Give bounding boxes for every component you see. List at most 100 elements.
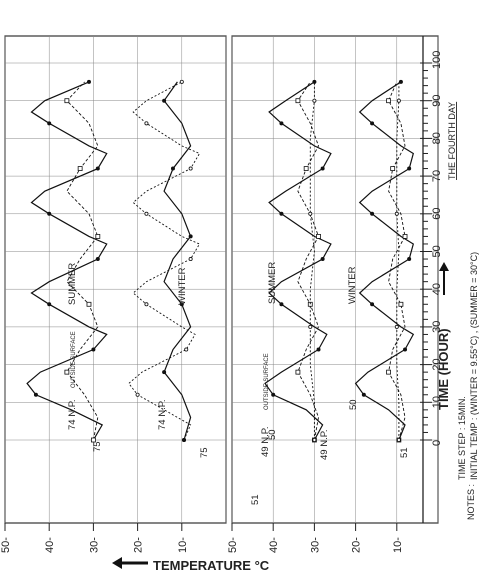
bottom-np-winter-label: 49 N.P. bbox=[319, 430, 330, 460]
time-axis-ticks: 0 10 20 30 40 50 60 70 80 90 100 bbox=[420, 51, 443, 446]
series-top-point-0-15 bbox=[47, 211, 52, 216]
series-bot-point-2-9 bbox=[312, 98, 317, 103]
series-bot-point-3-15 bbox=[370, 211, 375, 216]
series-bot-point-0-9 bbox=[279, 302, 284, 307]
top-panel-frame bbox=[4, 35, 227, 524]
temp-tick-group-0-40: 40- bbox=[44, 537, 56, 553]
temp-tick-group-1-50: 50- bbox=[227, 537, 239, 553]
series-top-point-2-6 bbox=[184, 347, 189, 352]
series-top-series-line-0 bbox=[26, 81, 108, 441]
time-tick-group-20: 20 bbox=[431, 358, 443, 370]
series-bot-point-2-0 bbox=[312, 437, 317, 442]
top-np-winter-label: 74 N.P. bbox=[157, 400, 168, 430]
bottom-label-50-winter: 50 bbox=[348, 399, 359, 410]
series-bot-series-line-0 bbox=[264, 81, 332, 441]
time-tick-group-60: 60 bbox=[431, 208, 443, 220]
time-tick-group-30: 30 bbox=[431, 321, 443, 333]
temp-tick-label-0-20: 20- bbox=[133, 537, 145, 553]
series-bot-point-0-18 bbox=[320, 166, 325, 171]
series-top-point-0-21 bbox=[47, 121, 52, 126]
time-tick-group-90: 90 bbox=[431, 94, 443, 106]
series-bot-point-1-12 bbox=[303, 166, 309, 171]
series-bot-point-5-6 bbox=[394, 211, 399, 216]
series-top-point-2-15 bbox=[144, 211, 149, 216]
series-top-series-line-2 bbox=[128, 81, 201, 441]
series-bot-point-4-3 bbox=[386, 369, 391, 375]
temp-tick-group-1-40: 40- bbox=[268, 537, 280, 553]
series-top-point-3-9 bbox=[188, 234, 193, 239]
series-top-point-2-21 bbox=[144, 121, 149, 126]
bottom-panel-series bbox=[264, 79, 415, 443]
series-top-series-line-1 bbox=[66, 81, 99, 441]
series-bot-point-3-12 bbox=[407, 257, 412, 262]
temp-tick-group-0-30: 30- bbox=[88, 537, 100, 553]
bottom-np-outside-label: 49 N.P. bbox=[260, 427, 271, 457]
top-panel-grid bbox=[4, 36, 227, 523]
bottom-outside-surface-label: OUTSIDE SURFACE bbox=[264, 353, 270, 410]
series-bot-point-3-9 bbox=[370, 302, 375, 307]
temp-tick-label-0-40: 40- bbox=[44, 537, 56, 553]
time-tick-group-70: 70 bbox=[431, 170, 443, 182]
time-tick-label-30: 30 bbox=[431, 321, 443, 333]
bottom-winter-label: WINTER bbox=[347, 266, 358, 304]
time-tick-label-80: 80 bbox=[431, 132, 443, 144]
temp-tick-label-0-50: 50- bbox=[0, 537, 12, 553]
series-top-point-3-0 bbox=[182, 438, 187, 442]
series-bot-point-0-15 bbox=[279, 211, 284, 216]
temp-tick-label-1-50: 50- bbox=[227, 537, 239, 553]
series-top-point-2-3 bbox=[135, 392, 140, 397]
series-bot-series-line-5 bbox=[396, 81, 400, 440]
temp-tick-group-0-10: 10- bbox=[177, 537, 189, 553]
series-top-point-2-9 bbox=[144, 302, 149, 307]
time-tick-group-10: 10 bbox=[431, 396, 443, 408]
bottom-panel-labels: SUMMER WINTER 49 N.P. OUTSIDE SURFACE 49… bbox=[250, 262, 410, 505]
series-bot-point-3-6 bbox=[403, 347, 408, 352]
series-top-point-2-12 bbox=[188, 257, 193, 262]
series-top-point-0-18 bbox=[95, 166, 100, 171]
series-bot-point-4-6 bbox=[398, 301, 404, 307]
note-time-step: TIME STEP : 15MIN. bbox=[457, 396, 467, 480]
temp-tick-label-1-10: 10- bbox=[392, 537, 404, 553]
series-bot-point-3-18 bbox=[407, 166, 412, 171]
series-top-point-1-9 bbox=[95, 234, 101, 239]
series-top-point-0-3 bbox=[33, 392, 38, 397]
series-top-point-0-6 bbox=[91, 347, 96, 352]
bottom-label-51-winter: 51 bbox=[399, 447, 410, 458]
series-bot-point-5-0 bbox=[396, 437, 401, 442]
series-bot-point-5-9 bbox=[396, 98, 401, 103]
top-np-outside-label: 74 N.P. bbox=[67, 400, 78, 430]
series-top-point-1-6 bbox=[86, 301, 92, 307]
series-top-point-2-24 bbox=[179, 79, 184, 84]
top-label-75-summer: 75 bbox=[92, 441, 103, 452]
top-summer-label: SUMMER bbox=[67, 263, 78, 305]
series-bot-point-4-9 bbox=[402, 234, 408, 239]
day-label-block: THE FOURTH DAY bbox=[447, 102, 457, 180]
series-top-point-3-6 bbox=[179, 302, 184, 307]
notes-block: NOTES : TIME STEP : 15MIN. INITIAL TEMP … bbox=[457, 252, 479, 520]
time-tick-label-90: 90 bbox=[431, 94, 443, 106]
top-winter-label: WINTER bbox=[177, 267, 188, 305]
top-panel-series bbox=[26, 79, 201, 443]
time-tick-label-0: 0 bbox=[431, 440, 443, 446]
time-tick-group-80: 80 bbox=[431, 132, 443, 144]
series-top-point-1-3 bbox=[64, 369, 70, 375]
time-tick-label-50: 50 bbox=[431, 245, 443, 257]
bottom-summer-label: SUMMER bbox=[267, 262, 278, 304]
series-bot-series-line-2 bbox=[309, 81, 315, 440]
series-bot-point-1-15 bbox=[295, 98, 301, 104]
series-top-point-1-12 bbox=[77, 166, 83, 171]
time-axis-title: TIME (HOUR) bbox=[436, 262, 451, 410]
time-tick-group-40: 40 bbox=[431, 283, 443, 295]
series-bot-point-0-3 bbox=[271, 392, 276, 397]
series-top-point-3-3 bbox=[162, 370, 167, 375]
series-top-point-1-15 bbox=[64, 98, 70, 104]
series-top-series-line-3 bbox=[163, 81, 192, 441]
temperature-axis-ticks: 50- 40- 30- 20- 10- 50- 40- 30- 20- 10- bbox=[0, 523, 404, 553]
note-initial-temp: INITIAL TEMP : (WINTER = 9.55°C) , (SUMM… bbox=[469, 252, 479, 480]
series-bot-point-0-21 bbox=[279, 121, 284, 126]
series-bot-point-0-12 bbox=[320, 257, 325, 262]
top-label-75-winter: 75 bbox=[199, 447, 210, 458]
bottom-label-50-summer: 50 bbox=[267, 429, 278, 440]
temp-tick-label-1-20: 20- bbox=[351, 537, 363, 553]
